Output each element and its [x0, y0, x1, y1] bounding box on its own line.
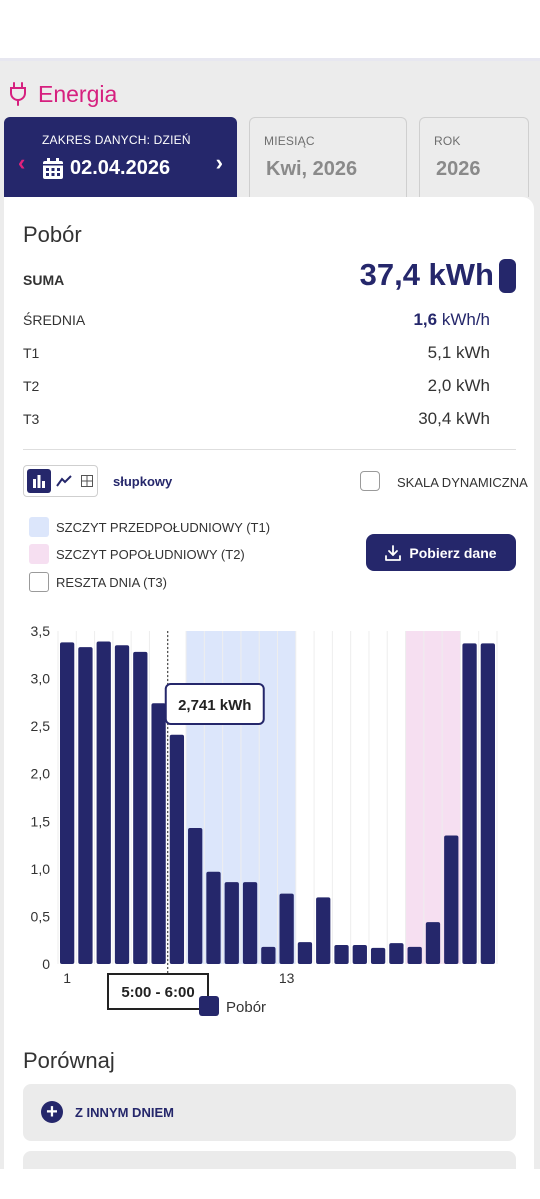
- bar: [96, 641, 111, 964]
- t1-value: 5,1 kWh: [427, 343, 490, 362]
- bar: [151, 703, 166, 964]
- t3-label: T3: [23, 411, 40, 427]
- tooltip-time-box: [107, 973, 209, 1010]
- tab-year-value: 2026: [436, 158, 481, 180]
- download-data-button[interactable]: Pobierz dane: [366, 534, 516, 571]
- bar: [462, 643, 477, 964]
- tooltip-value-label: 2,741 kWh: [178, 697, 251, 714]
- sum-value: 37,4 kWh: [359, 257, 494, 292]
- average-label: ŚREDNIA: [23, 312, 86, 328]
- tab-year[interactable]: ROK 2026: [419, 117, 529, 197]
- tooltip-time-label: 5:00 - 6:00: [121, 984, 194, 1001]
- bar: [169, 734, 185, 964]
- bar-chart-icon: [33, 475, 45, 488]
- consumption-chart: 0 0,5 1,0 1,5 2,0 2,5 3,0 3,5 1 13 2,741 kWh 5:00 -…: [31, 623, 498, 1016]
- legend-swatch-t3: [29, 572, 49, 592]
- bar: [224, 882, 239, 964]
- bar: [242, 882, 258, 964]
- t2-value: 2,0 kWh: [427, 376, 490, 395]
- bar: [370, 947, 386, 964]
- legend-swatch-series: [199, 996, 219, 1016]
- consumption-title: Pobór: [23, 222, 82, 247]
- dynamic-scale-label[interactable]: SKALA DYNAMICZNA: [397, 475, 528, 490]
- legend-label-t1: SZCZYT PRZEDPOŁUDNIOWY (T1): [56, 520, 271, 535]
- bar: [261, 946, 276, 964]
- bar: [480, 643, 495, 964]
- x-tick-label: 1: [63, 970, 71, 986]
- tooltip-value-box: [164, 683, 265, 725]
- next-day-chevron-icon[interactable]: ›: [215, 150, 223, 175]
- average-unit: kWh/h: [441, 310, 490, 329]
- bar: [78, 647, 93, 964]
- legend-label-t2: SZCZYT POPOŁUDNIOWY (T2): [56, 547, 245, 562]
- selected-date: 02.04.2026: [70, 157, 171, 179]
- bar: [133, 651, 148, 964]
- download-data-label: Pobierz dane: [409, 544, 497, 561]
- tab-day[interactable]: ZAKRES DANYCH: DZIEŃ ‹ 02.04.2026 ›: [4, 117, 237, 197]
- bar: [188, 827, 203, 964]
- sum-label: SUMA: [23, 272, 65, 288]
- plug-icon: [10, 82, 26, 106]
- tab-month-value: Kwi, 2026: [266, 158, 358, 180]
- y-tick-label: 1,0: [31, 861, 51, 877]
- tab-year-caption: ROK: [434, 134, 461, 148]
- download-icon: [385, 544, 402, 561]
- line-chart-button[interactable]: [52, 469, 76, 493]
- compare-other-day-button[interactable]: + Z INNYM DNIEM: [23, 1084, 516, 1141]
- compare-other-day-label: Z INNYM DNIEM: [75, 1105, 174, 1120]
- bar-chart-button[interactable]: [27, 469, 51, 493]
- y-tick-label: 1,5: [31, 813, 51, 829]
- y-tick-label: 0,5: [31, 908, 51, 924]
- legend-label-t3: RESZTA DNIA (T3): [56, 575, 167, 590]
- sum-indicator: [499, 259, 516, 293]
- table-view-button[interactable]: [75, 469, 99, 493]
- plus-icon: +: [41, 1101, 63, 1123]
- tab-day-caption: ZAKRES DANYCH: DZIEŃ: [42, 133, 191, 147]
- dynamic-scale-checkbox[interactable]: [360, 471, 380, 491]
- t1-label: T1: [23, 345, 40, 361]
- y-tick-label: 2,0: [31, 766, 51, 782]
- t2-label: T2: [23, 378, 40, 394]
- section-header: Energia: [8, 78, 117, 110]
- chart-type-label: słupkowy: [113, 474, 173, 489]
- calendar-icon: [43, 157, 63, 179]
- chart-type-toggle: [23, 465, 98, 497]
- tab-month-caption: MIESIĄC: [264, 134, 315, 148]
- page-title: Energia: [38, 80, 118, 107]
- bar: [334, 944, 349, 964]
- bar: [279, 893, 294, 964]
- bar: [60, 642, 75, 964]
- legend-swatch-t1: [29, 517, 49, 537]
- date-picker[interactable]: 02.04.2026: [42, 157, 170, 180]
- divider: [23, 449, 516, 450]
- bar: [352, 944, 367, 964]
- table-icon: [81, 475, 93, 487]
- line-chart-icon: [56, 475, 72, 487]
- bar: [316, 897, 331, 964]
- x-tick-label: 13: [279, 970, 295, 986]
- bar: [389, 943, 404, 964]
- compare-next-button[interactable]: [23, 1151, 516, 1169]
- legend-label-series: Pobór: [226, 999, 266, 1016]
- y-tick-label: 2,5: [31, 718, 51, 734]
- compare-title: Porównaj: [23, 1048, 115, 1073]
- previous-day-chevron-icon[interactable]: ‹: [18, 150, 26, 175]
- bar: [206, 871, 221, 964]
- bar: [114, 645, 130, 964]
- t3-value: 30,4 kWh: [418, 409, 490, 428]
- average-value: 1,6 kWh/h: [413, 310, 490, 330]
- bar: [444, 835, 459, 964]
- bar: [425, 922, 441, 964]
- top-status-strip: [0, 0, 540, 61]
- y-tick-label: 0: [42, 956, 50, 972]
- bar: [297, 942, 313, 964]
- tab-month[interactable]: MIESIĄC Kwi, 2026: [249, 117, 407, 197]
- legend-swatch-t2: [29, 544, 49, 564]
- bar: [407, 946, 422, 964]
- average-number: 1,6: [413, 310, 438, 329]
- y-tick-label: 3,0: [31, 671, 51, 687]
- y-tick-label: 3,5: [31, 623, 51, 639]
